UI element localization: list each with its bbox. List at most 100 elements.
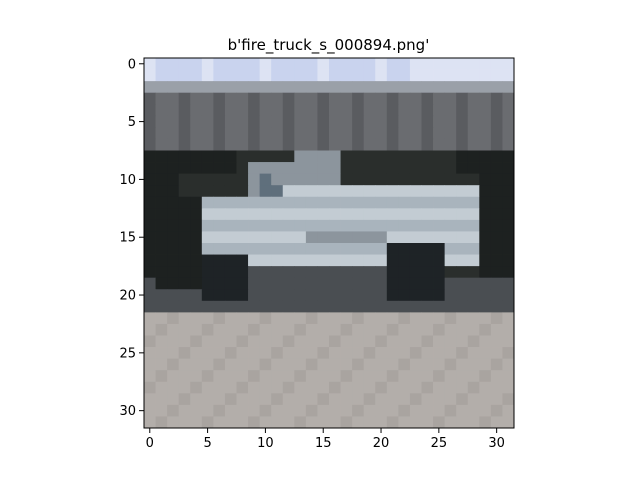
image-pixel bbox=[467, 162, 480, 175]
image-pixel bbox=[167, 312, 180, 325]
image-pixel bbox=[398, 173, 411, 186]
image-pixel bbox=[236, 138, 249, 151]
image-pixel bbox=[479, 289, 492, 302]
image-pixel bbox=[467, 127, 480, 140]
image-pixel bbox=[190, 266, 203, 279]
image-pixel bbox=[375, 81, 388, 94]
image-pixel bbox=[271, 92, 284, 105]
image-pixel bbox=[294, 69, 307, 82]
image-pixel bbox=[201, 208, 214, 221]
image-pixel bbox=[144, 347, 156, 360]
image-pixel bbox=[386, 208, 399, 221]
image-pixel bbox=[224, 185, 237, 198]
image-pixel bbox=[236, 162, 249, 175]
image-pixel bbox=[305, 335, 318, 348]
image-pixel bbox=[190, 289, 203, 302]
image-pixel bbox=[213, 393, 226, 406]
image-pixel bbox=[144, 104, 156, 117]
image-pixel bbox=[409, 173, 422, 186]
image-pixel bbox=[398, 347, 411, 360]
image-pixel bbox=[224, 277, 237, 290]
image-pixel bbox=[167, 393, 180, 406]
image-pixel bbox=[305, 370, 318, 383]
y-axis-ticks: 0 5 10 15 20 25 30 bbox=[119, 57, 144, 419]
image-pixel bbox=[421, 162, 434, 175]
axes-frame bbox=[143, 57, 515, 429]
image-pixel bbox=[363, 335, 376, 348]
image-pixel bbox=[456, 115, 469, 128]
image-pixel bbox=[433, 104, 446, 117]
image-pixel bbox=[433, 393, 446, 406]
image-pixel bbox=[375, 243, 388, 255]
image-pixel bbox=[271, 381, 284, 394]
image-pixel bbox=[224, 81, 237, 94]
image-pixel bbox=[456, 162, 469, 175]
image-pixel bbox=[352, 370, 365, 383]
image-pixel bbox=[155, 335, 168, 348]
image-pixel bbox=[167, 404, 180, 417]
image-pixel bbox=[167, 185, 180, 198]
image-pixel bbox=[305, 69, 318, 82]
image-pixel bbox=[282, 92, 295, 105]
image-pixel bbox=[329, 138, 341, 151]
image-pixel bbox=[213, 58, 226, 70]
image-pixel bbox=[375, 69, 388, 82]
image-pixel bbox=[282, 104, 295, 117]
image-pixel bbox=[502, 58, 515, 70]
image-pixel bbox=[340, 393, 353, 406]
image-pixel bbox=[282, 300, 295, 313]
image-pixel bbox=[421, 104, 434, 117]
image-pixel bbox=[167, 208, 180, 221]
image-pixel bbox=[375, 150, 388, 163]
image-pixel bbox=[155, 219, 168, 232]
image-pixel bbox=[224, 69, 237, 82]
image-pixel bbox=[294, 370, 307, 383]
image-pixel bbox=[282, 162, 295, 175]
image-pixel bbox=[294, 347, 307, 360]
image-pixel bbox=[317, 127, 330, 140]
image-pixel bbox=[352, 404, 365, 417]
image-pixel bbox=[409, 219, 422, 232]
image-pixel bbox=[201, 150, 214, 163]
image-pixel bbox=[444, 277, 457, 290]
image-pixel bbox=[259, 404, 272, 417]
image-pixel bbox=[409, 127, 422, 140]
image-pixel bbox=[490, 150, 503, 163]
image-pixel bbox=[305, 300, 318, 313]
image-pixel bbox=[167, 277, 180, 290]
image-pixel bbox=[201, 404, 214, 417]
image-pixel bbox=[398, 185, 411, 198]
image-pixel bbox=[317, 81, 330, 94]
image-pixel bbox=[236, 370, 249, 383]
image-pixel bbox=[213, 335, 226, 348]
image-pixel bbox=[155, 208, 168, 221]
image-pixel bbox=[421, 231, 434, 244]
image-pixel bbox=[421, 150, 434, 163]
image-pixel bbox=[433, 138, 446, 151]
image-pixel bbox=[236, 104, 249, 117]
x-tick-label: 5 bbox=[203, 436, 211, 451]
y-tick-label: 20 bbox=[119, 289, 136, 304]
image-pixel bbox=[479, 115, 492, 128]
image-pixel bbox=[201, 300, 214, 313]
image-pixel bbox=[329, 289, 341, 302]
image-pixel bbox=[259, 138, 272, 151]
image-pixel bbox=[421, 266, 434, 279]
image-pixel bbox=[248, 416, 261, 429]
image-pixel bbox=[421, 393, 434, 406]
image-pixel bbox=[409, 277, 422, 290]
image-pixel bbox=[329, 300, 341, 313]
image-pixel bbox=[467, 208, 480, 221]
image-pixel bbox=[144, 243, 156, 255]
image-pixel bbox=[467, 81, 480, 94]
image-pixel bbox=[236, 81, 249, 94]
image-pixel bbox=[456, 266, 469, 279]
image-pixel bbox=[444, 347, 457, 360]
image-pixel bbox=[421, 69, 434, 82]
image-pixel bbox=[224, 266, 237, 279]
image-pixel bbox=[363, 358, 376, 371]
image-pixel bbox=[409, 312, 422, 325]
image-pixel bbox=[294, 115, 307, 128]
image-pixel bbox=[317, 312, 330, 325]
image-pixel bbox=[155, 58, 168, 70]
